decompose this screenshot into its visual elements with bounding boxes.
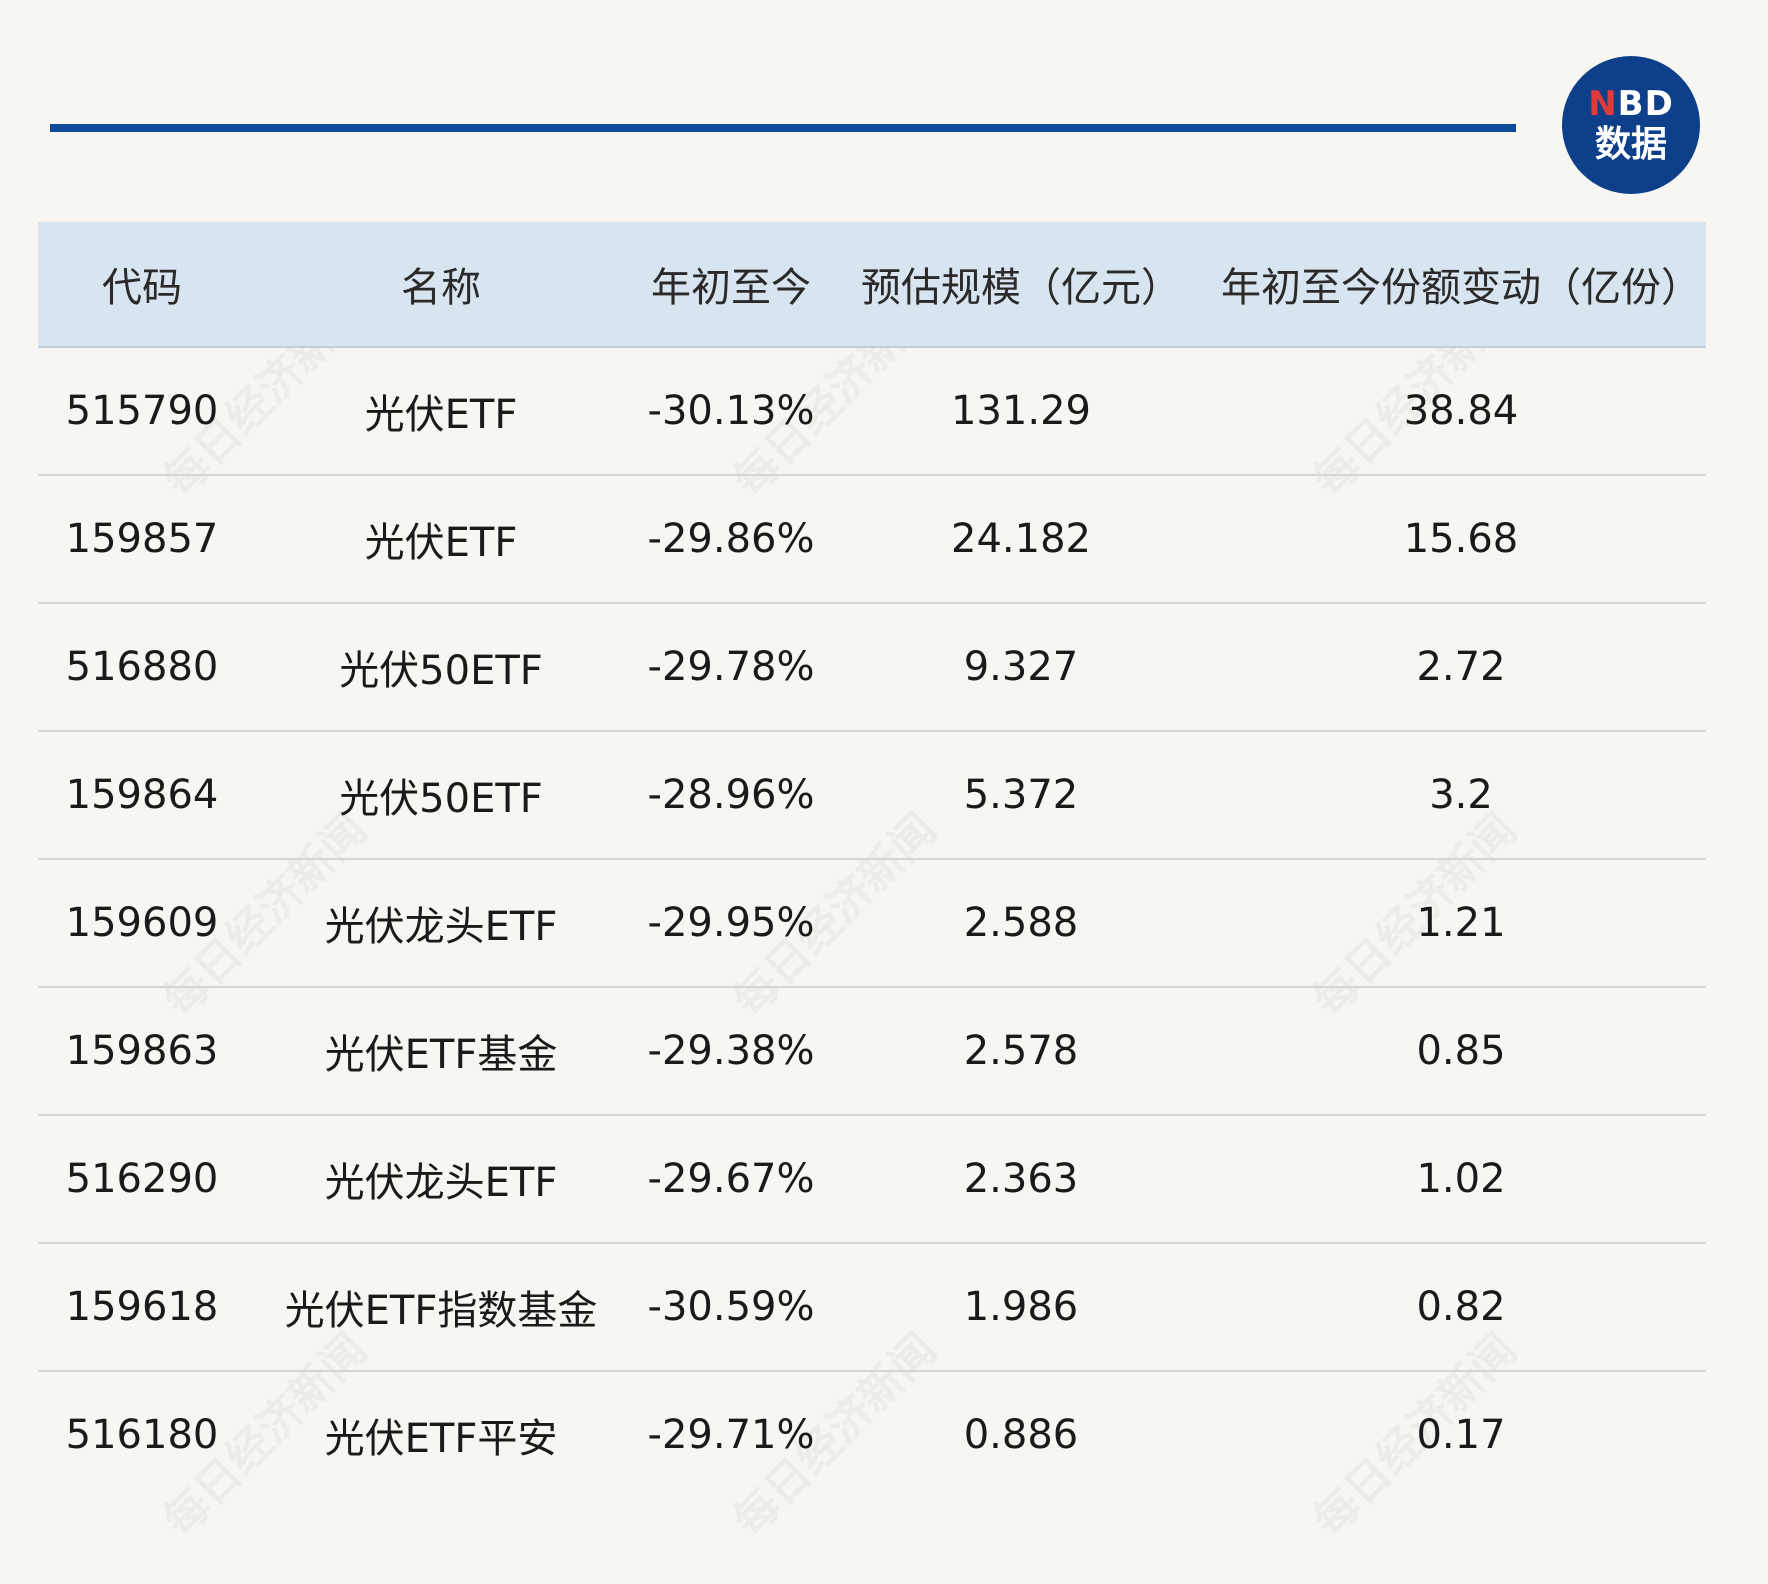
- cell-ytd: -29.71%: [647, 1412, 815, 1458]
- cell-name: 光伏50ETF: [339, 648, 543, 694]
- cell-ytd: -29.67%: [647, 1156, 815, 1202]
- cell-code: 516880: [65, 644, 219, 690]
- cell-code: 159857: [65, 516, 219, 562]
- etf-table: 代码 名称 年初至今 预估规模（亿元） 年初至今份额变动（亿份） 515790 …: [38, 222, 1706, 1498]
- header-name: 名称: [401, 265, 481, 311]
- cell-share-change: 2.72: [1416, 644, 1506, 690]
- cell-ytd: -30.13%: [647, 388, 815, 434]
- cell-share-change: 1.21: [1416, 900, 1506, 946]
- cell-share-change: 15.68: [1403, 516, 1519, 562]
- cell-size: 2.578: [963, 1028, 1079, 1074]
- cell-size: 9.327: [963, 644, 1079, 690]
- cell-size: 5.372: [963, 772, 1079, 818]
- top-divider: [50, 124, 1516, 132]
- table-row: 516880 光伏50ETF -29.78% 9.327 2.72: [38, 604, 1706, 732]
- cell-code: 159609: [65, 900, 219, 946]
- cell-size: 131.29: [951, 388, 1091, 434]
- table-row: 159609 光伏龙头ETF -29.95% 2.588 1.21: [38, 860, 1706, 988]
- cell-name: 光伏50ETF: [339, 776, 543, 822]
- cell-share-change: 0.85: [1416, 1028, 1506, 1074]
- cell-ytd: -29.86%: [647, 516, 815, 562]
- table-row: 515790 光伏ETF -30.13% 131.29 38.84: [38, 348, 1706, 476]
- cell-size: 1.986: [963, 1284, 1079, 1330]
- table-row: 159863 光伏ETF基金 -29.38% 2.578 0.85: [38, 988, 1706, 1116]
- nbd-data-logo: NBD 数据: [1562, 56, 1700, 194]
- cell-share-change: 1.02: [1416, 1156, 1506, 1202]
- cell-name: 光伏龙头ETF: [324, 1160, 558, 1206]
- cell-ytd: -29.78%: [647, 644, 815, 690]
- cell-name: 光伏ETF: [364, 520, 518, 566]
- cell-name: 光伏ETF: [364, 392, 518, 438]
- cell-share-change: 0.17: [1416, 1412, 1506, 1458]
- table-row: 159618 光伏ETF指数基金 -30.59% 1.986 0.82: [38, 1244, 1706, 1372]
- cell-code: 515790: [65, 388, 219, 434]
- cell-share-change: 38.84: [1403, 388, 1519, 434]
- cell-name: 光伏ETF指数基金: [284, 1288, 598, 1334]
- cell-name: 光伏ETF平安: [324, 1416, 558, 1462]
- table-row: 516180 光伏ETF平安 -29.71% 0.886 0.17: [38, 1372, 1706, 1498]
- header-share-change: 年初至今份额变动（亿份）: [1221, 265, 1701, 311]
- table-row: 159864 光伏50ETF -28.96% 5.372 3.2: [38, 732, 1706, 860]
- table-header-row: 代码 名称 年初至今 预估规模（亿元） 年初至今份额变动（亿份）: [38, 222, 1706, 348]
- cell-size: 0.886: [963, 1412, 1079, 1458]
- cell-size: 24.182: [951, 516, 1091, 562]
- cell-name: 光伏龙头ETF: [324, 904, 558, 950]
- cell-code: 159864: [65, 772, 219, 818]
- header-code: 代码: [102, 265, 182, 311]
- header-size: 预估规模（亿元）: [861, 265, 1181, 311]
- cell-size: 2.588: [963, 900, 1079, 946]
- cell-code: 516180: [65, 1412, 219, 1458]
- header-ytd: 年初至今: [651, 265, 811, 311]
- table-row: 159857 光伏ETF -29.86% 24.182 15.68: [38, 476, 1706, 604]
- cell-ytd: -30.59%: [647, 1284, 815, 1330]
- cell-ytd: -29.38%: [647, 1028, 815, 1074]
- cell-share-change: 0.82: [1416, 1284, 1506, 1330]
- cell-code: 159863: [65, 1028, 219, 1074]
- cell-code: 159618: [65, 1284, 219, 1330]
- cell-code: 516290: [65, 1156, 219, 1202]
- cell-ytd: -28.96%: [647, 772, 815, 818]
- cell-size: 2.363: [963, 1156, 1079, 1202]
- table-row: 516290 光伏龙头ETF -29.67% 2.363 1.02: [38, 1116, 1706, 1244]
- cell-ytd: -29.95%: [647, 900, 815, 946]
- cell-share-change: 3.2: [1429, 772, 1493, 818]
- cell-name: 光伏ETF基金: [324, 1032, 558, 1078]
